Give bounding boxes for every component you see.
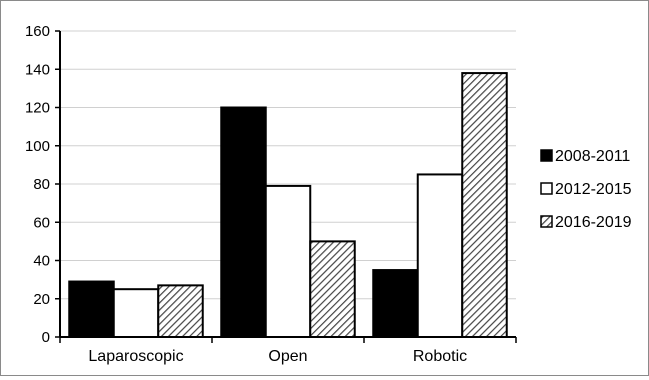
bar xyxy=(416,173,464,338)
y-tick-label: 160 xyxy=(25,23,50,40)
y-tick-label: 80 xyxy=(33,176,50,193)
legend-label: 2012-2015 xyxy=(555,181,632,198)
axes: 0 20 40 60 80 100 120 140 160 Laparoscopic Open Rob… xyxy=(25,23,517,365)
bar xyxy=(372,269,419,338)
y-tick-label: 60 xyxy=(33,214,50,231)
y-tick-label: 120 xyxy=(25,100,50,117)
bar xyxy=(112,288,160,338)
bar xyxy=(309,240,356,338)
y-tick-label: 40 xyxy=(33,253,50,270)
legend: 2008-2011 2012-2015 2016-2019 xyxy=(540,148,632,231)
bar xyxy=(220,106,267,338)
x-category-label: Laparoscopic xyxy=(88,348,183,365)
x-category-label: Robotic xyxy=(413,348,467,365)
legend-label: 2016-2019 xyxy=(555,214,632,231)
bar xyxy=(68,280,115,339)
legend-swatch xyxy=(540,215,553,228)
bars xyxy=(68,72,508,339)
legend-label: 2008-2011 xyxy=(555,148,630,165)
y-tick-label: 0 xyxy=(42,329,50,346)
legend-swatch xyxy=(540,149,553,162)
x-category-label: Open xyxy=(268,348,307,365)
legend-swatch xyxy=(540,182,553,195)
bar xyxy=(461,72,508,338)
y-tick-label: 20 xyxy=(33,291,50,308)
bar xyxy=(157,284,204,338)
y-tick-label: 100 xyxy=(25,138,50,155)
bar xyxy=(264,184,312,338)
y-tick-label: 140 xyxy=(25,61,50,78)
